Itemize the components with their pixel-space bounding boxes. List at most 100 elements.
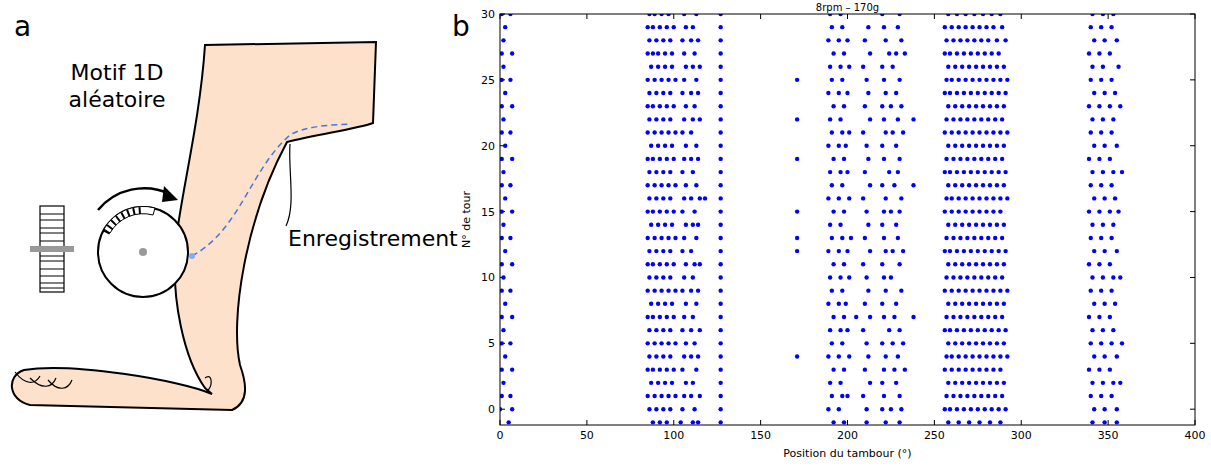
spike bbox=[976, 170, 980, 174]
spike bbox=[960, 223, 964, 227]
spike bbox=[946, 381, 950, 385]
spike bbox=[990, 91, 994, 95]
spike bbox=[1005, 78, 1009, 82]
spike bbox=[943, 407, 947, 411]
spike bbox=[672, 25, 676, 29]
spike bbox=[837, 354, 841, 358]
spike bbox=[503, 91, 507, 95]
spike bbox=[1090, 381, 1094, 385]
spike bbox=[847, 130, 851, 134]
spike bbox=[840, 25, 844, 29]
points bbox=[500, 14, 1124, 425]
spike bbox=[1089, 394, 1093, 398]
spike bbox=[965, 38, 969, 42]
spike bbox=[903, 367, 907, 371]
spike bbox=[672, 104, 676, 108]
spike bbox=[661, 117, 665, 121]
spike bbox=[1115, 354, 1119, 358]
x-tick-label: 100 bbox=[663, 429, 684, 442]
spike bbox=[1003, 91, 1007, 95]
spike bbox=[645, 51, 649, 55]
spike bbox=[666, 394, 670, 398]
x-tick-label: 250 bbox=[924, 429, 945, 442]
spike bbox=[510, 209, 514, 213]
spike bbox=[1109, 288, 1113, 292]
spike bbox=[882, 236, 886, 240]
spike bbox=[665, 315, 669, 319]
spike bbox=[976, 328, 980, 332]
spike bbox=[972, 157, 976, 161]
spike bbox=[953, 262, 957, 266]
spike bbox=[1118, 275, 1122, 279]
spike bbox=[508, 130, 512, 134]
spike bbox=[508, 236, 512, 240]
spike bbox=[652, 341, 656, 345]
spike bbox=[963, 354, 967, 358]
spike bbox=[691, 315, 695, 319]
spike bbox=[991, 209, 995, 213]
spike bbox=[965, 394, 969, 398]
spike bbox=[694, 236, 698, 240]
spike bbox=[864, 78, 868, 82]
spike bbox=[691, 275, 695, 279]
spike bbox=[882, 25, 886, 29]
spike bbox=[1089, 236, 1093, 240]
spike bbox=[703, 196, 707, 200]
chart-title: 8rpm – 170g bbox=[816, 2, 879, 13]
spike bbox=[658, 209, 662, 213]
spike bbox=[957, 78, 961, 82]
spike bbox=[967, 64, 971, 68]
pattern-line bbox=[40, 283, 64, 284]
spike bbox=[864, 209, 868, 213]
spike bbox=[694, 302, 698, 306]
spike bbox=[951, 38, 955, 42]
spike bbox=[955, 170, 959, 174]
spike bbox=[977, 354, 981, 358]
spike bbox=[965, 117, 969, 121]
spike bbox=[882, 367, 886, 371]
spike bbox=[974, 262, 978, 266]
spike bbox=[661, 407, 665, 411]
drum-hatch bbox=[127, 210, 129, 217]
spike bbox=[995, 341, 999, 345]
spike bbox=[718, 354, 722, 358]
spike bbox=[1113, 91, 1117, 95]
spike bbox=[1087, 157, 1091, 161]
spike bbox=[965, 236, 969, 240]
spike bbox=[1099, 25, 1103, 29]
spike bbox=[957, 209, 961, 213]
spike bbox=[948, 249, 952, 253]
spike bbox=[882, 394, 886, 398]
x-tick-label: 50 bbox=[580, 429, 594, 442]
spike bbox=[1000, 157, 1004, 161]
spike bbox=[647, 275, 651, 279]
spike bbox=[718, 209, 722, 213]
spike bbox=[1000, 236, 1004, 240]
spike bbox=[979, 394, 983, 398]
spike bbox=[831, 420, 835, 424]
ankle bbox=[205, 377, 211, 392]
spike bbox=[1002, 183, 1006, 187]
spike bbox=[668, 117, 672, 121]
spike bbox=[998, 209, 1002, 213]
spike bbox=[837, 144, 841, 148]
spike bbox=[950, 209, 954, 213]
spike bbox=[981, 64, 985, 68]
spike bbox=[500, 209, 504, 213]
spike bbox=[1102, 144, 1106, 148]
spike bbox=[880, 223, 884, 227]
spike bbox=[866, 354, 870, 358]
spike bbox=[680, 38, 684, 42]
spike bbox=[682, 236, 686, 240]
spike bbox=[696, 420, 700, 424]
spike bbox=[943, 91, 947, 95]
spike bbox=[838, 275, 842, 279]
spike bbox=[838, 170, 842, 174]
spike bbox=[696, 223, 700, 227]
spike bbox=[884, 196, 888, 200]
spike bbox=[654, 196, 658, 200]
spike bbox=[500, 130, 504, 134]
spike bbox=[1109, 341, 1113, 345]
spike bbox=[983, 249, 987, 253]
panel-letter: b bbox=[452, 10, 470, 43]
